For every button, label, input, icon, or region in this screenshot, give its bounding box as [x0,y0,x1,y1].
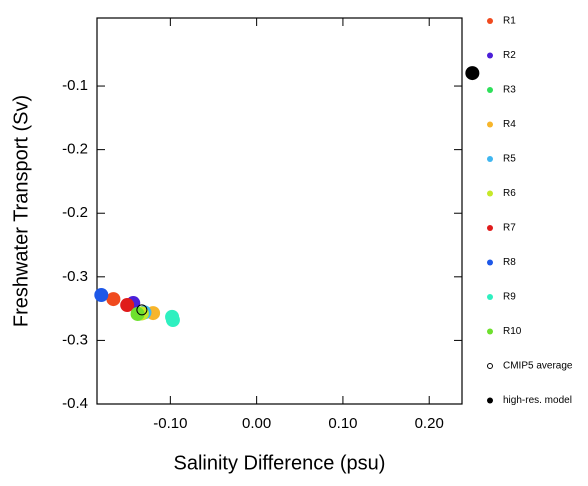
legend-label: high-res. model [503,395,572,406]
point [165,313,180,328]
legend-label: R10 [503,326,522,337]
point [130,306,145,321]
x-tick-label: 0.10 [328,415,357,432]
point [94,288,109,303]
legend-label: R2 [503,50,516,61]
legend-label: R5 [503,154,516,165]
y-tick-label: -0.3 [62,331,88,348]
legend-marker [487,225,493,231]
x-tick-label: 0.00 [242,415,271,432]
y-tick-label: -0.4 [62,395,88,412]
legend-label: R7 [503,223,516,234]
y-tick-label: -0.2 [62,204,88,221]
legend-label: R4 [503,119,516,130]
point [465,66,480,81]
x-axis-label: Salinity Difference (psu) [174,452,386,474]
legend-marker [487,156,493,162]
plot-frame [96,17,463,405]
legend-marker [487,190,493,197]
legend-marker [487,328,493,335]
y-tick-label: -0.1 [62,77,88,94]
point [106,292,121,307]
x-tick-label: -0.10 [153,415,187,432]
legend-marker [487,18,493,24]
legend-label: R8 [503,257,516,268]
legend-marker [487,87,493,93]
legend-marker [487,294,493,300]
point [120,298,135,313]
legend-marker [487,363,493,369]
legend-label: CMIP5 average [503,361,573,372]
y-tick-label: -0.3 [62,268,88,285]
legend-marker [487,397,493,404]
legend-label: R6 [503,188,516,199]
legend-label: R1 [503,16,516,27]
legend-marker [487,52,493,59]
legend-marker [487,259,493,266]
x-tick-label: 0.20 [415,415,444,432]
legend-label: R9 [503,292,516,303]
point [136,304,148,316]
legend-label: R3 [503,85,516,96]
y-axis-label: Freshwater Transport (Sv) [10,95,32,327]
y-tick-label: -0.2 [62,141,88,158]
legend-marker [487,121,493,128]
